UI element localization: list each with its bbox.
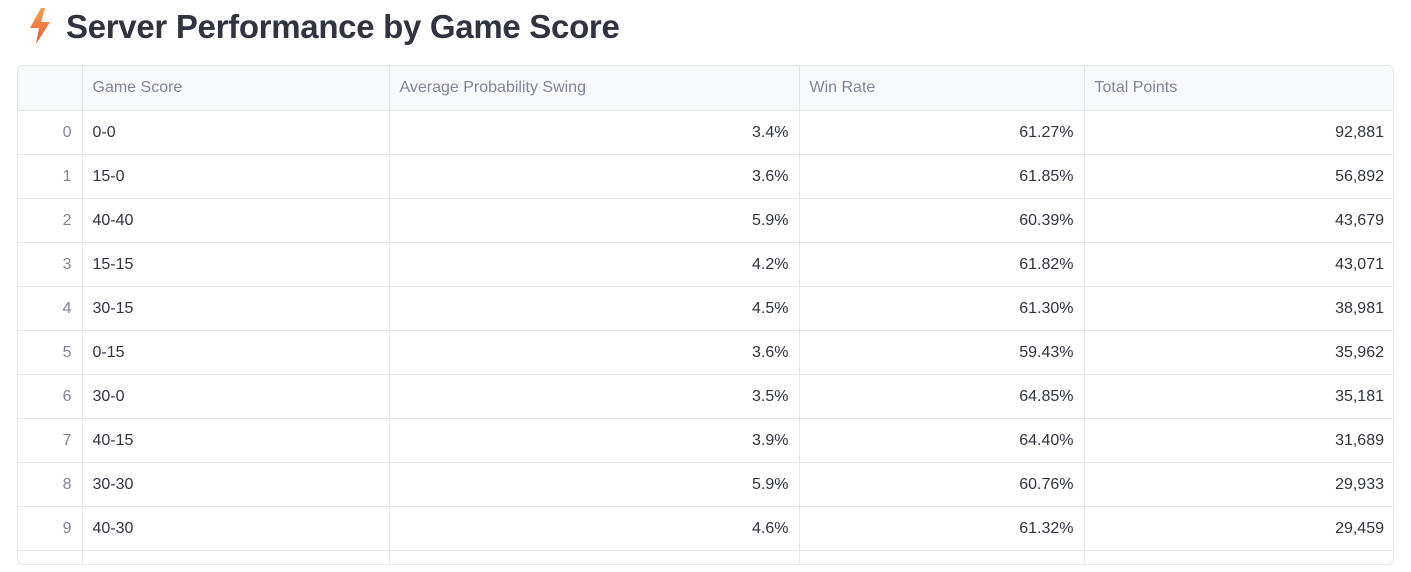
empty-cell [799,550,1085,564]
header-row: Game Score Average Probability Swing Win… [18,66,1393,111]
table-row: 4 30-15 4.5% 61.30% 38,981 [18,286,1393,331]
table-row: 6 30-0 3.5% 64.85% 35,181 [18,374,1393,419]
total-points-cell[interactable]: 38,981 [1084,286,1393,331]
total-points-cell[interactable]: 56,892 [1084,154,1393,199]
title-row: Server Performance by Game Score [28,4,620,48]
average-probability-swing-cell[interactable]: 5.9% [389,462,800,507]
average-probability-swing-cell[interactable]: 3.6% [389,330,800,375]
average-probability-swing-cell[interactable]: 3.4% [389,110,800,155]
total-points-cell[interactable]: 43,071 [1084,242,1393,287]
page-title: Server Performance by Game Score [66,7,620,45]
table-row: 5 0-15 3.6% 59.43% 35,962 [18,330,1393,375]
total-points-cell[interactable]: 35,181 [1084,374,1393,419]
table-row: 3 15-15 4.2% 61.82% 43,071 [18,242,1393,287]
column-header-total-points[interactable]: Total Points [1084,66,1393,111]
table-row: 9 40-30 4.6% 61.32% 29,459 [18,506,1393,551]
column-header-average-probability-swing[interactable]: Average Probability Swing [389,66,800,111]
table-row-partial [18,550,1393,565]
column-header-game-score[interactable]: Game Score [82,66,390,111]
game-score-cell[interactable]: 30-0 [82,374,390,419]
average-probability-swing-cell[interactable]: 3.5% [389,374,800,419]
total-points-cell[interactable]: 92,881 [1084,110,1393,155]
game-score-cell[interactable]: 0-0 [82,110,390,155]
empty-cell [389,550,800,564]
row-index-cell[interactable]: 5 [18,330,83,375]
game-score-cell[interactable]: 40-15 [82,418,390,463]
game-score-cell[interactable]: 30-30 [82,462,390,507]
win-rate-cell[interactable]: 64.85% [799,374,1085,419]
empty-cell [82,550,390,564]
row-index-cell[interactable]: 6 [18,374,83,419]
win-rate-cell[interactable]: 61.82% [799,242,1085,287]
win-rate-cell[interactable]: 61.27% [799,110,1085,155]
table-row: 2 40-40 5.9% 60.39% 43,679 [18,198,1393,243]
win-rate-cell[interactable]: 60.39% [799,198,1085,243]
total-points-cell[interactable]: 29,459 [1084,506,1393,551]
total-points-cell[interactable]: 43,679 [1084,198,1393,243]
row-index-cell[interactable]: 0 [18,110,83,155]
column-header-index[interactable] [18,66,83,111]
average-probability-swing-cell[interactable]: 4.5% [389,286,800,331]
game-score-cell[interactable]: 15-15 [82,242,390,287]
average-probability-swing-cell[interactable]: 5.9% [389,198,800,243]
empty-cell [18,550,83,564]
column-header-win-rate[interactable]: Win Rate [799,66,1085,111]
table-row: 1 15-0 3.6% 61.85% 56,892 [18,154,1393,199]
win-rate-cell[interactable]: 61.85% [799,154,1085,199]
empty-cell [1084,551,1393,565]
total-points-cell[interactable]: 35,962 [1084,330,1393,375]
row-index-cell[interactable]: 3 [18,242,83,287]
row-index-cell[interactable]: 4 [18,286,83,331]
win-rate-cell[interactable]: 61.32% [799,506,1085,551]
row-index-cell[interactable]: 9 [18,506,83,551]
game-score-cell[interactable]: 0-15 [82,330,390,375]
average-probability-swing-cell[interactable]: 4.2% [389,242,800,287]
data-table[interactable]: Game Score Average Probability Swing Win… [17,65,1394,565]
row-index-cell[interactable]: 8 [18,462,83,507]
total-points-cell[interactable]: 29,933 [1084,462,1393,507]
table-row: 8 30-30 5.9% 60.76% 29,933 [18,462,1393,507]
win-rate-cell[interactable]: 64.40% [799,418,1085,463]
average-probability-swing-cell[interactable]: 3.9% [389,418,800,463]
average-probability-swing-cell[interactable]: 3.6% [389,154,800,199]
row-index-cell[interactable]: 2 [18,198,83,243]
total-points-cell[interactable]: 31,689 [1084,418,1393,463]
game-score-cell[interactable]: 30-15 [82,286,390,331]
game-score-cell[interactable]: 40-40 [82,198,390,243]
lightning-bolt-icon [28,8,52,44]
average-probability-swing-cell[interactable]: 4.6% [389,506,800,551]
table-row: 7 40-15 3.9% 64.40% 31,689 [18,418,1393,463]
win-rate-cell[interactable]: 61.30% [799,286,1085,331]
row-index-cell[interactable]: 1 [18,154,83,199]
game-score-cell[interactable]: 40-30 [82,506,390,551]
table-row: 0 0-0 3.4% 61.27% 92,881 [18,110,1393,155]
data-grid: Game Score Average Probability Swing Win… [18,66,1393,565]
game-score-cell[interactable]: 15-0 [82,154,390,199]
win-rate-cell[interactable]: 59.43% [799,330,1085,375]
win-rate-cell[interactable]: 60.76% [799,462,1085,507]
row-index-cell[interactable]: 7 [18,418,83,463]
